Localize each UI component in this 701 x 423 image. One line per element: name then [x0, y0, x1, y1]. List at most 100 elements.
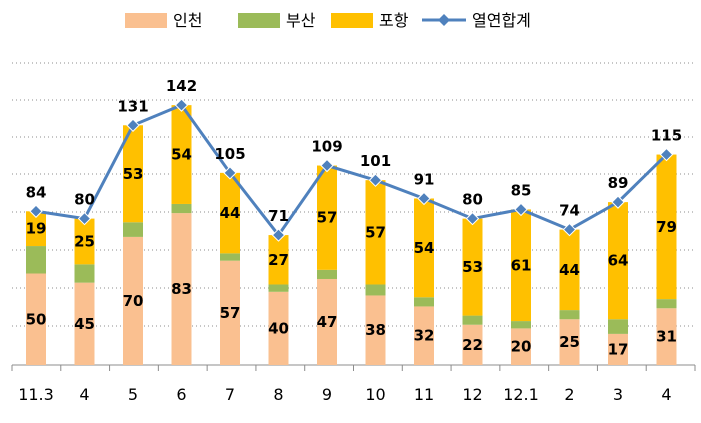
total-data-label: 101 [360, 152, 391, 170]
total-series-marker [368, 173, 383, 187]
x-tick-label: 11 [414, 385, 434, 404]
legend-label: 열연합계 [472, 11, 531, 30]
x-tick-label: 2 [564, 385, 574, 404]
bar-data-label: 40 [268, 319, 289, 337]
bar-segment [559, 229, 580, 311]
bar-segment [559, 310, 580, 320]
bar-segment [220, 260, 240, 365]
bar-segment [608, 319, 628, 334]
bar-segment [414, 306, 434, 365]
total-series-marker [562, 222, 577, 237]
legend-marker [438, 14, 450, 26]
x-tick-label: 11.3 [18, 385, 54, 404]
bar-segment [317, 269, 337, 279]
bar-segment [462, 218, 483, 316]
total-series-marker [465, 211, 480, 226]
bar-segment [171, 213, 192, 365]
bar-segment [220, 172, 240, 254]
bar-segment [365, 284, 386, 296]
bar-segment [462, 324, 483, 365]
total-data-label: 91 [414, 170, 435, 188]
total-series-marker [659, 147, 674, 162]
bar-data-label: 25 [74, 232, 95, 250]
total-series-marker [417, 191, 431, 206]
bar-segment [656, 308, 677, 365]
bar-segment [74, 282, 95, 365]
bar-data-label: 79 [656, 218, 677, 236]
bar-segment [656, 299, 677, 309]
legend-label: 인천 [173, 11, 202, 30]
bar-segment [123, 236, 143, 365]
bar-data-label: 57 [317, 209, 338, 227]
bar-data-label: 32 [414, 327, 435, 345]
total-series-line [35, 103, 668, 238]
bar-data-label: 64 [608, 252, 629, 270]
bar-segment [462, 315, 483, 325]
bar-segment [511, 328, 531, 365]
total-data-label: 80 [74, 191, 95, 209]
bar-segment [268, 291, 289, 365]
x-tick-label: 8 [273, 385, 283, 404]
total-data-label: 131 [117, 97, 148, 115]
bar-data-label: 45 [74, 315, 95, 333]
total-series-marker [514, 202, 528, 217]
legend-label: 포항 [379, 11, 409, 30]
bar-data-label: 22 [462, 336, 483, 354]
bar-segment [171, 203, 192, 214]
bar-segment [220, 253, 240, 261]
x-tick-label: 7 [225, 385, 235, 404]
total-series-marker [174, 98, 189, 112]
total-data-label: 142 [166, 77, 197, 95]
x-tick-label: 4 [661, 385, 671, 404]
total-series-marker [126, 118, 140, 132]
bar-data-label: 54 [171, 146, 192, 164]
bar-data-label: 61 [511, 256, 532, 274]
bar-data-label: 25 [559, 333, 580, 351]
bar-data-label: 20 [511, 338, 532, 356]
x-tick-label: 6 [176, 385, 186, 404]
bar-data-label: 50 [26, 310, 47, 328]
total-data-label: 74 [559, 202, 580, 220]
x-tick-label: 3 [613, 385, 623, 404]
legend-swatch [238, 13, 280, 28]
x-tick-label: 4 [79, 385, 89, 404]
bar-data-label: 19 [26, 220, 47, 238]
bar-data-label: 57 [365, 223, 386, 241]
total-data-label: 115 [651, 127, 682, 145]
total-data-label: 71 [268, 207, 289, 225]
bar-segment [26, 246, 46, 274]
bar-segment [608, 333, 628, 365]
x-tick-label: 12 [462, 385, 482, 404]
bar-segment [74, 218, 95, 265]
bar-segment [365, 295, 386, 365]
bar-data-label: 57 [220, 304, 241, 322]
x-tick-label: 12.1 [503, 385, 539, 404]
bar-segment [268, 235, 289, 285]
bar-data-label: 27 [268, 251, 289, 269]
total-series-marker [223, 166, 237, 180]
bar-data-label: 44 [220, 204, 241, 222]
bar-segment [559, 319, 580, 365]
bar-data-label: 47 [317, 313, 338, 331]
bar-segment [123, 125, 143, 223]
bar-segment [511, 321, 531, 329]
bar-segment [365, 180, 386, 285]
bar-segment [171, 105, 192, 204]
x-tick-label: 10 [365, 385, 385, 404]
bar-segment [608, 202, 628, 320]
bar-segment [317, 165, 337, 270]
total-series-marker [320, 158, 334, 173]
total-data-label: 80 [462, 191, 483, 209]
bar-data-label: 31 [656, 328, 677, 346]
total-series-marker [271, 228, 286, 242]
total-series-marker [77, 211, 92, 226]
bar-segment [26, 211, 46, 247]
total-data-label: 105 [214, 145, 245, 163]
x-tick-label: 9 [322, 385, 332, 404]
bar-segment [26, 273, 46, 365]
total-series-marker [611, 195, 625, 209]
total-data-label: 89 [608, 174, 629, 192]
bar-segment [317, 278, 337, 365]
